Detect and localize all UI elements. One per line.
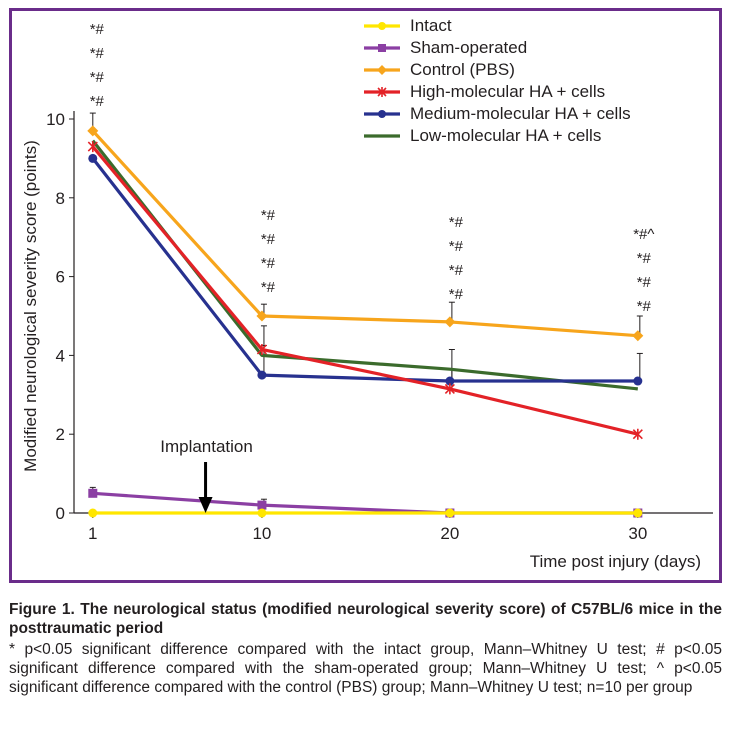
data-point-control-pbs: [632, 330, 644, 342]
significance-mark: *#: [261, 231, 276, 248]
significance-mark: *#: [637, 274, 652, 291]
legend-label-medium-molecular-ha-cells: Medium-molecular HA + cells: [410, 104, 631, 123]
legend-marker-high-molecular-ha-cells: [377, 87, 387, 97]
data-point-sham-operated: [88, 488, 98, 498]
series-line-control-pbs: [91, 129, 638, 338]
y-axis-label: Modified neurological severity score (po…: [21, 140, 40, 472]
caption-title: Figure 1. The neurological status (modif…: [9, 601, 722, 637]
significance-mark: *#: [261, 207, 276, 224]
y-tick-label: 8: [56, 189, 65, 208]
significance-mark: *#: [637, 250, 652, 267]
significance-mark: *#: [449, 214, 464, 231]
significance-mark: *#: [449, 238, 464, 255]
data-point-intact: [445, 508, 455, 518]
x-axis-label: Time post injury (days): [530, 552, 701, 571]
x-tick-label: 30: [628, 524, 647, 543]
significance-mark: *#: [90, 69, 105, 86]
data-point-control-pbs: [256, 310, 268, 322]
significance-mark: *#: [90, 45, 105, 62]
significance-mark: *#: [261, 255, 276, 272]
line-chart: 0 2 4 6 8 10 1 10 20 30 Time post injury (days) Mod…: [21, 16, 713, 571]
data-point-control-pbs: [87, 125, 99, 137]
significance-mark: *#: [90, 93, 105, 110]
x-tick-label: 20: [440, 524, 459, 543]
data-point-medium-molecular-ha-cells: [633, 376, 643, 386]
y-tick-label: 10: [46, 110, 65, 129]
data-point-intact: [88, 508, 98, 518]
significance-mark: *#: [449, 286, 464, 303]
significance-mark: *#: [261, 279, 276, 296]
legend-marker-sham-operated: [378, 44, 386, 52]
data-point-intact: [257, 508, 267, 518]
data-point-high-molecular-ha-cells: [256, 343, 268, 355]
significance-mark: *#: [449, 262, 464, 279]
legend-label-control-pbs: Control (PBS): [410, 60, 515, 79]
data-point-medium-molecular-ha-cells: [88, 153, 98, 163]
legend-marker-intact: [378, 22, 386, 30]
x-tick-label: 10: [252, 524, 271, 543]
significance-mark: *#: [90, 21, 105, 38]
legend-label-low-molecular-ha-cells: Low-molecular HA + cells: [410, 126, 601, 145]
data-point-sham-operated: [257, 500, 267, 510]
data-point-medium-molecular-ha-cells: [257, 370, 267, 380]
legend-label-intact: Intact: [410, 16, 452, 35]
figure-frame: 0 2 4 6 8 10 1 10 20 30 Time post injury (days) Mod…: [9, 8, 722, 583]
legend-marker-control-pbs: [377, 65, 387, 75]
annotation-arrowhead: [198, 497, 213, 513]
y-tick-label: 4: [56, 346, 65, 365]
y-tick-label: 0: [56, 504, 65, 523]
series-line-high-molecular-ha-cells: [91, 145, 639, 436]
legend-label-high-molecular-ha-cells: High-molecular HA + cells: [410, 82, 605, 101]
legend-label-sham-operated: Sham-operated: [410, 38, 527, 57]
data-point-high-molecular-ha-cells: [87, 141, 98, 153]
data-point-control-pbs: [444, 316, 456, 328]
series-line-medium-molecular-ha-cells: [91, 157, 638, 383]
x-tick-label: 1: [88, 524, 97, 543]
data-point-intact: [633, 508, 643, 518]
caption-notes: * p<0.05 significant difference compared…: [9, 641, 722, 696]
y-tick-label: 6: [56, 268, 65, 287]
series-line-sham-operated: [92, 491, 638, 515]
data-point-high-molecular-ha-cells: [444, 383, 455, 395]
significance-mark: *#: [637, 298, 652, 315]
data-point-medium-molecular-ha-cells: [445, 376, 455, 386]
data-point-high-molecular-ha-cells: [632, 428, 643, 440]
annotation-label: Implantation: [160, 437, 253, 456]
y-tick-label: 2: [56, 425, 65, 444]
legend-marker-medium-molecular-ha-cells: [378, 110, 386, 118]
significance-mark: *#^: [633, 226, 654, 243]
figure-caption: Figure 1. The neurological status (modif…: [9, 600, 722, 697]
